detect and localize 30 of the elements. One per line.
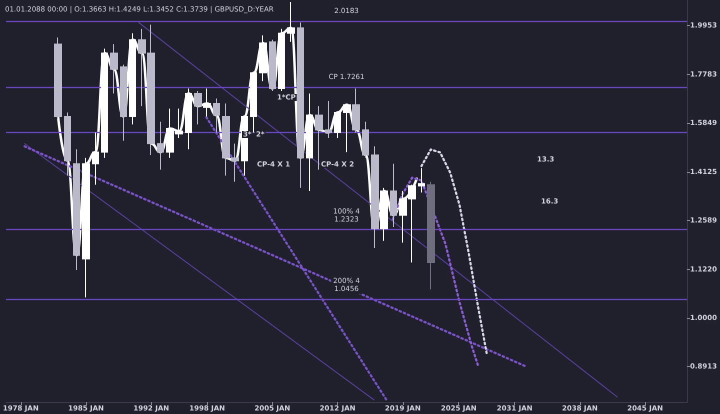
candlestick xyxy=(120,64,127,142)
candlestick xyxy=(362,121,369,158)
candlestick xyxy=(334,110,341,139)
candlestick xyxy=(64,112,71,176)
candlestick xyxy=(315,106,323,170)
candlestick xyxy=(390,163,397,228)
candlestick xyxy=(371,146,379,248)
line-series xyxy=(420,148,488,354)
line-series xyxy=(392,176,480,368)
candlestick xyxy=(380,187,388,242)
candlestick xyxy=(250,71,257,134)
candlestick xyxy=(194,90,202,125)
candlestick xyxy=(129,32,136,125)
candlestick xyxy=(213,98,220,134)
candlestick xyxy=(73,148,80,271)
candlestick xyxy=(427,181,435,290)
candlestick xyxy=(101,48,108,158)
candlestick xyxy=(110,44,118,94)
candlestick xyxy=(92,132,99,186)
candlestick xyxy=(259,34,267,82)
candlestick xyxy=(269,39,276,92)
candlestick xyxy=(203,88,211,117)
candlestick xyxy=(352,88,360,134)
candlestick xyxy=(297,22,304,188)
candlestick xyxy=(325,100,332,139)
candlestick xyxy=(157,121,164,170)
candlestick xyxy=(343,103,351,153)
candlestick xyxy=(306,92,313,192)
candlestick xyxy=(54,37,62,120)
candlestick xyxy=(185,88,192,150)
